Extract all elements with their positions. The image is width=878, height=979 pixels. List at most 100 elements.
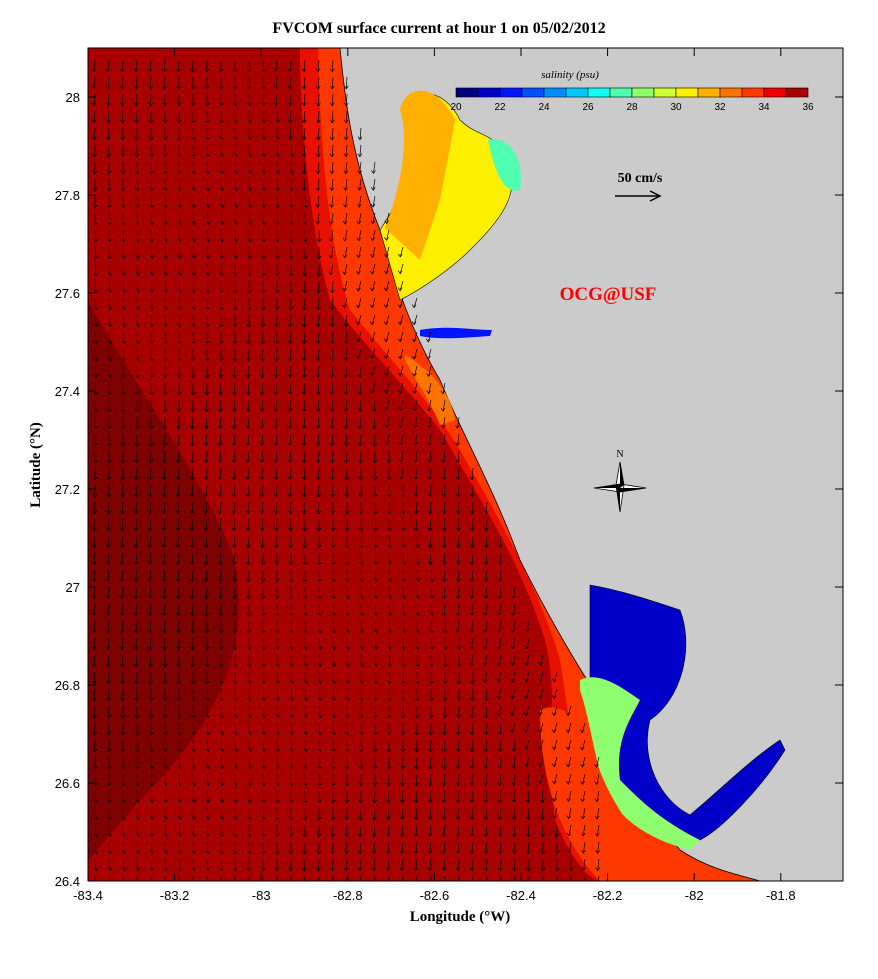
vector-head [483, 629, 488, 633]
vector-head [554, 867, 560, 872]
vector-head [525, 816, 531, 821]
current-vector [164, 178, 167, 191]
current-vector [234, 246, 237, 259]
vector-head [261, 731, 267, 736]
current-vector [346, 722, 349, 735]
vector-head [260, 306, 266, 311]
vector-head [372, 885, 376, 888]
vector-head [135, 833, 141, 838]
current-vector [150, 195, 153, 208]
vector-head [289, 663, 295, 668]
vector-head [177, 255, 183, 260]
vector-head [302, 833, 308, 838]
current-vector [372, 212, 376, 224]
current-vector [331, 399, 334, 412]
vector-head [345, 714, 351, 719]
vector-head [135, 748, 140, 753]
vector-head [595, 867, 600, 872]
vector-head [456, 885, 460, 888]
vector-head [343, 867, 349, 872]
vector-head [120, 697, 125, 702]
vector-head [205, 187, 211, 192]
vector-head [483, 765, 489, 770]
current-vector [346, 671, 349, 684]
current-vector [192, 807, 195, 820]
vector-head [329, 425, 335, 430]
vector-head [345, 561, 350, 566]
vector-head [107, 850, 113, 855]
current-vector [596, 807, 600, 820]
vector-head [344, 799, 350, 804]
vector-head [384, 253, 389, 258]
current-vector [373, 807, 376, 820]
vector-head [371, 850, 377, 855]
vector-head [161, 561, 167, 566]
current-vector [443, 739, 446, 752]
north-label: N [616, 449, 623, 460]
current-vector [178, 59, 180, 72]
vector-head [345, 663, 351, 668]
vector-head [247, 833, 252, 838]
vector-head [400, 731, 406, 736]
current-vector [402, 875, 404, 881]
current-vector [206, 178, 209, 191]
vector-head [384, 237, 389, 241]
vector-head [203, 459, 209, 464]
current-vector [178, 875, 180, 881]
vector-head [441, 578, 447, 583]
vector-head [470, 697, 475, 702]
vector-head [204, 629, 210, 634]
current-vector [178, 807, 181, 820]
current-vector [416, 535, 419, 548]
vector-head [217, 510, 223, 515]
current-vector [275, 93, 278, 106]
vector-head [107, 782, 112, 787]
vector-head [301, 136, 307, 141]
current-vector [471, 807, 474, 820]
current-vector [206, 314, 208, 327]
vector-head [189, 442, 195, 447]
vector-head [427, 459, 432, 464]
vector-head [120, 442, 126, 447]
current-vector [191, 484, 194, 497]
vector-head [413, 799, 419, 804]
current-vector [512, 671, 516, 683]
vector-head [385, 833, 391, 838]
current-vector [401, 807, 404, 820]
vector-head [538, 661, 543, 666]
current-vector [317, 195, 320, 208]
vector-head [357, 867, 363, 872]
vector-head [497, 544, 503, 549]
vector-head [372, 476, 378, 481]
current-vector [357, 280, 362, 292]
vector-head [287, 102, 293, 107]
vector-head [384, 424, 389, 429]
vector-head [429, 612, 435, 617]
vector-head [121, 221, 126, 226]
vector-head [189, 493, 195, 498]
vector-head [357, 408, 363, 413]
vector-head [343, 374, 349, 379]
current-vectors [91, 59, 600, 888]
vector-head [233, 272, 239, 277]
vector-head [205, 136, 210, 141]
current-vector [385, 348, 390, 359]
current-vector [346, 586, 349, 599]
current-vector [164, 875, 166, 881]
current-vector [178, 212, 181, 225]
vector-head [219, 680, 224, 685]
vector-head [329, 391, 335, 396]
colorbar-bin [477, 87, 501, 98]
current-vector [429, 467, 432, 480]
current-vector [525, 705, 530, 716]
vector-head [315, 187, 321, 192]
current-vector [275, 399, 278, 412]
vector-head [275, 680, 281, 685]
vector-head [301, 187, 307, 192]
current-vector [471, 824, 474, 837]
current-vector [290, 739, 293, 752]
vector-head [357, 153, 363, 158]
current-vector [360, 620, 363, 633]
vector-head [455, 850, 461, 855]
current-vector [472, 705, 474, 718]
